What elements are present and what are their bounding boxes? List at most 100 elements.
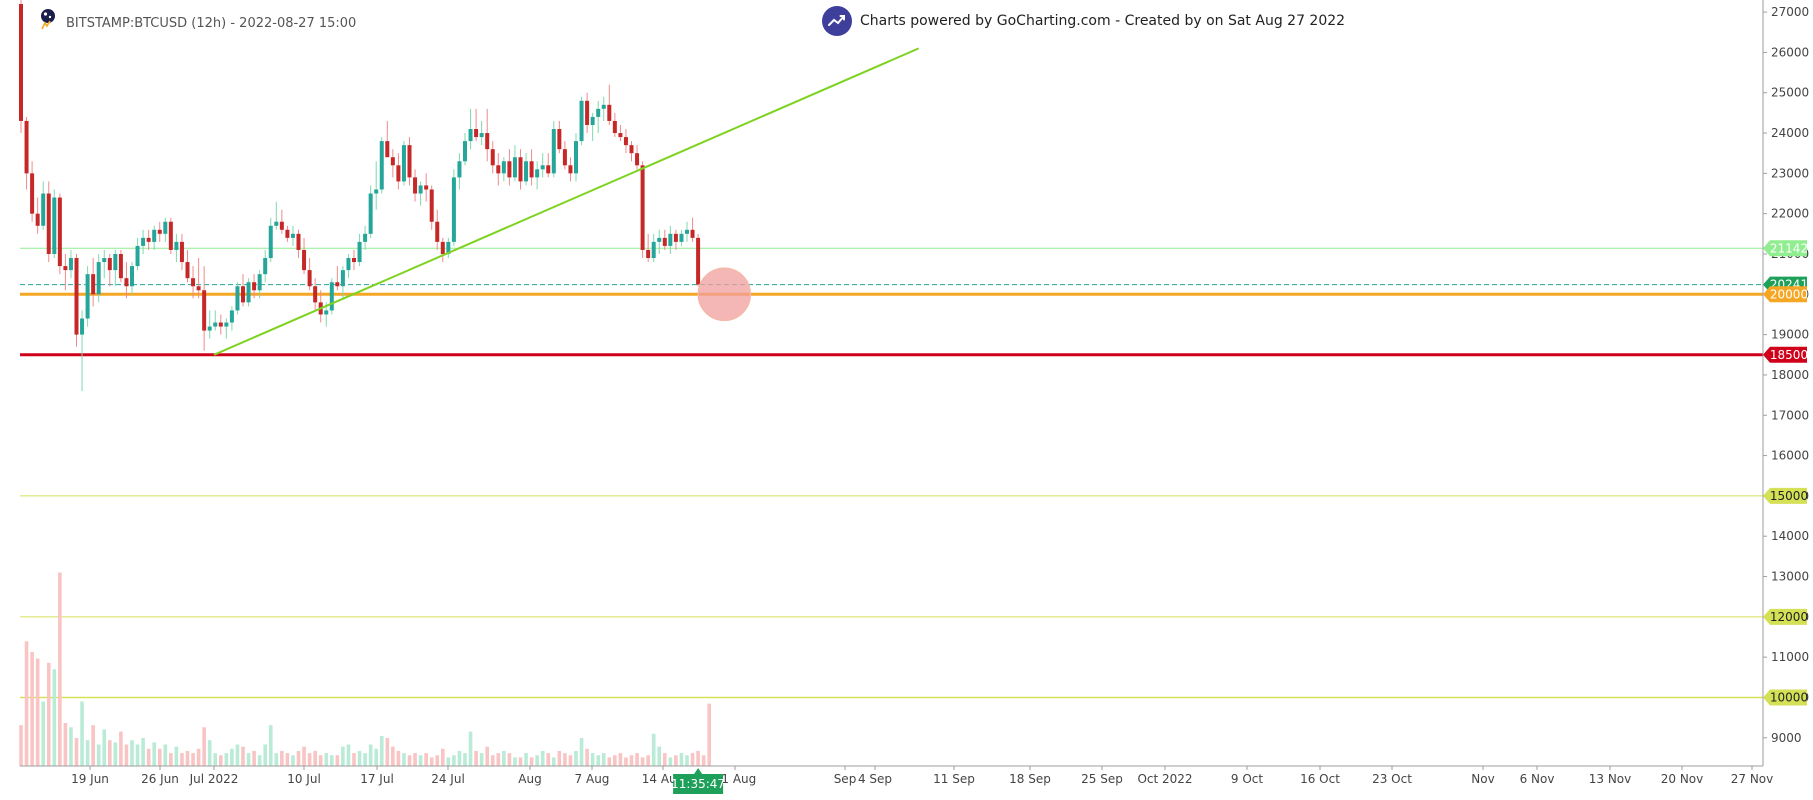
volume-bar — [563, 753, 567, 766]
candle — [662, 229, 667, 250]
volume-bar — [252, 750, 256, 766]
candle — [163, 217, 168, 242]
volume-bar — [80, 701, 84, 766]
y-tick-label: 23000 — [1771, 166, 1809, 180]
volume-bar — [568, 755, 573, 766]
volume-bar — [324, 753, 329, 766]
volume-bar — [701, 755, 706, 766]
watermark-text: Charts powered by GoCharting.com - Creat… — [860, 13, 1345, 29]
candle — [191, 266, 196, 299]
volume-bar — [496, 753, 501, 766]
candle — [268, 217, 273, 263]
candle — [57, 193, 62, 275]
volume-bar — [396, 750, 401, 766]
highlight-circle[interactable] — [697, 267, 752, 322]
candle — [302, 237, 307, 275]
volume-bar — [207, 740, 212, 766]
candle — [407, 137, 412, 186]
time-axis: 19 Jun 26 Jun Jul 2022 10 Jul 17 Jul 24 Jul Au… — [20, 765, 1774, 794]
svg-text:10000: 10000 — [1770, 690, 1808, 704]
volume-bar — [640, 757, 645, 766]
candle — [290, 225, 295, 246]
volume-bar — [363, 753, 367, 766]
volume-bar — [91, 725, 95, 766]
candle — [185, 249, 190, 283]
volume-bar — [596, 755, 600, 766]
x-tick-label: Jul 2022 — [189, 772, 239, 786]
candle — [229, 306, 234, 331]
candle — [285, 225, 290, 242]
volume-bar — [108, 740, 112, 766]
volume-bar — [452, 755, 456, 766]
candle — [107, 253, 112, 287]
candle — [313, 278, 318, 311]
candle — [424, 173, 429, 202]
candle — [235, 282, 240, 315]
volume-bar — [335, 755, 340, 766]
volume-bar — [241, 746, 245, 766]
volume-bar — [374, 748, 378, 766]
volume-bar — [707, 703, 711, 766]
x-tick-label: Oct 2022 — [1137, 772, 1192, 786]
volume-bar — [485, 746, 489, 766]
volume-bar — [468, 731, 473, 766]
candle — [218, 314, 223, 335]
candle — [246, 278, 251, 307]
volume-bar — [446, 757, 451, 766]
trend-line[interactable] — [213, 47, 920, 356]
level-label-15000: 15000 — [1763, 487, 1808, 504]
volume-bar — [202, 727, 206, 766]
y-tick-label: 18000 — [1771, 368, 1809, 382]
volume-bar — [341, 746, 345, 766]
volume-bar — [263, 744, 267, 766]
x-tick-label: 21 Aug — [714, 772, 757, 786]
candle — [623, 129, 628, 154]
volume-bar — [479, 753, 484, 766]
candle — [68, 249, 73, 279]
level-label-10000: 10000 — [1763, 689, 1808, 706]
level-label-21142: 21142 — [1763, 240, 1808, 257]
x-tick-label: 27 Nov — [1731, 772, 1774, 786]
volume-bar — [19, 725, 23, 766]
candle — [74, 253, 79, 347]
x-tick-label: 6 Nov — [1520, 772, 1555, 786]
volume-bar — [307, 753, 312, 766]
x-tick-label: 19 Jun — [71, 772, 109, 786]
candle — [35, 197, 40, 234]
volume-bar — [318, 755, 323, 766]
volume-bar — [146, 748, 151, 766]
volume-bar — [46, 662, 51, 766]
volume-bar — [174, 746, 179, 766]
x-tick-label: 16 Oct — [1300, 772, 1340, 786]
volume-bar — [296, 750, 301, 766]
candle — [80, 310, 85, 392]
volume-bar — [391, 746, 395, 766]
candle — [102, 249, 107, 279]
volume-bar — [246, 753, 251, 766]
candle — [679, 229, 684, 246]
volume-bar — [191, 753, 195, 766]
candle — [41, 181, 46, 230]
candle — [207, 310, 212, 339]
chart-title: BITSTAMP:BTCUSD (12h) - 2022-08-27 15:00 — [66, 16, 357, 31]
volume-bar — [180, 753, 184, 766]
x-tick-label: 11 Sep — [933, 772, 975, 786]
candle — [546, 153, 551, 178]
candlesticks — [19, 0, 701, 392]
volume-bar — [696, 750, 700, 766]
candle — [263, 249, 268, 283]
svg-text:11:35:47: 11:35:47 — [671, 777, 725, 791]
volume-bar — [368, 744, 373, 766]
volume-bar — [63, 723, 68, 766]
candle — [468, 108, 473, 150]
x-tick-label: 17 Jul — [360, 772, 394, 786]
volume-bar — [285, 753, 290, 766]
candle — [579, 96, 584, 146]
level-label-20000: 20000 — [1763, 286, 1808, 303]
candle — [440, 237, 445, 263]
current-time-label: 11:35:47 — [671, 768, 725, 794]
volume-bar — [119, 731, 123, 766]
volume-bar — [352, 753, 356, 766]
x-tick-label: 23 Oct — [1372, 772, 1412, 786]
